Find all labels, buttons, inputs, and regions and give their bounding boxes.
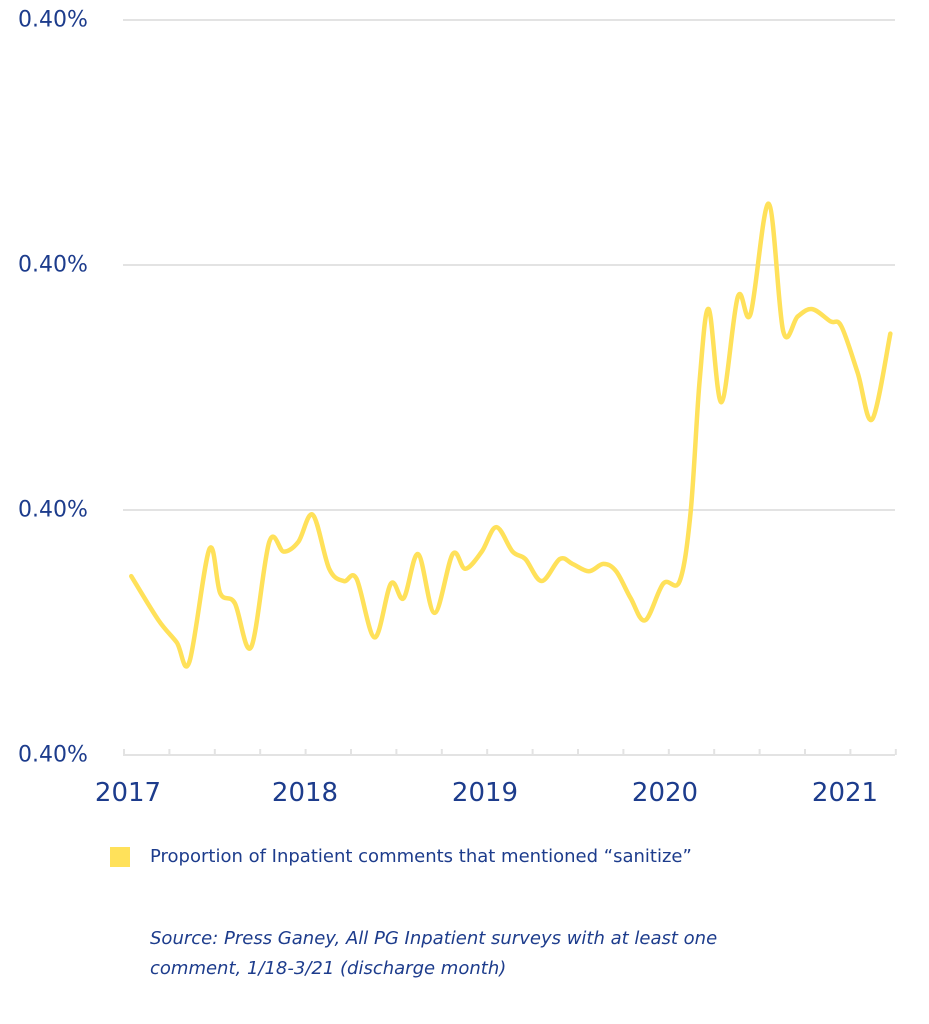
x-tick-label: 2017 [94,778,162,808]
y-tick-label: 0.40% [18,497,88,523]
source-note: Source: Press Ganey, All PG Inpatient su… [150,924,750,984]
x-tick-label: 2019 [451,778,519,808]
legend-swatch [110,846,130,867]
source-line-2: comment, 1/18-3/21 (discharge month) [150,958,507,979]
series-line-sanitize [129,201,893,669]
x-tick-label: 2020 [631,778,699,808]
y-tick-label: 0.40% [18,742,88,768]
legend-label: Proportion of Inpatient comments that me… [150,846,692,867]
x-tick-label: 2021 [811,778,879,808]
x-tick-label: 2018 [271,778,339,808]
y-tick-label: 0.40% [18,252,88,278]
legend: Proportion of Inpatient comments that me… [110,846,692,867]
source-line-1: Source: Press Ganey, All PG Inpatient su… [150,928,718,949]
y-tick-label: 0.40% [18,7,88,33]
